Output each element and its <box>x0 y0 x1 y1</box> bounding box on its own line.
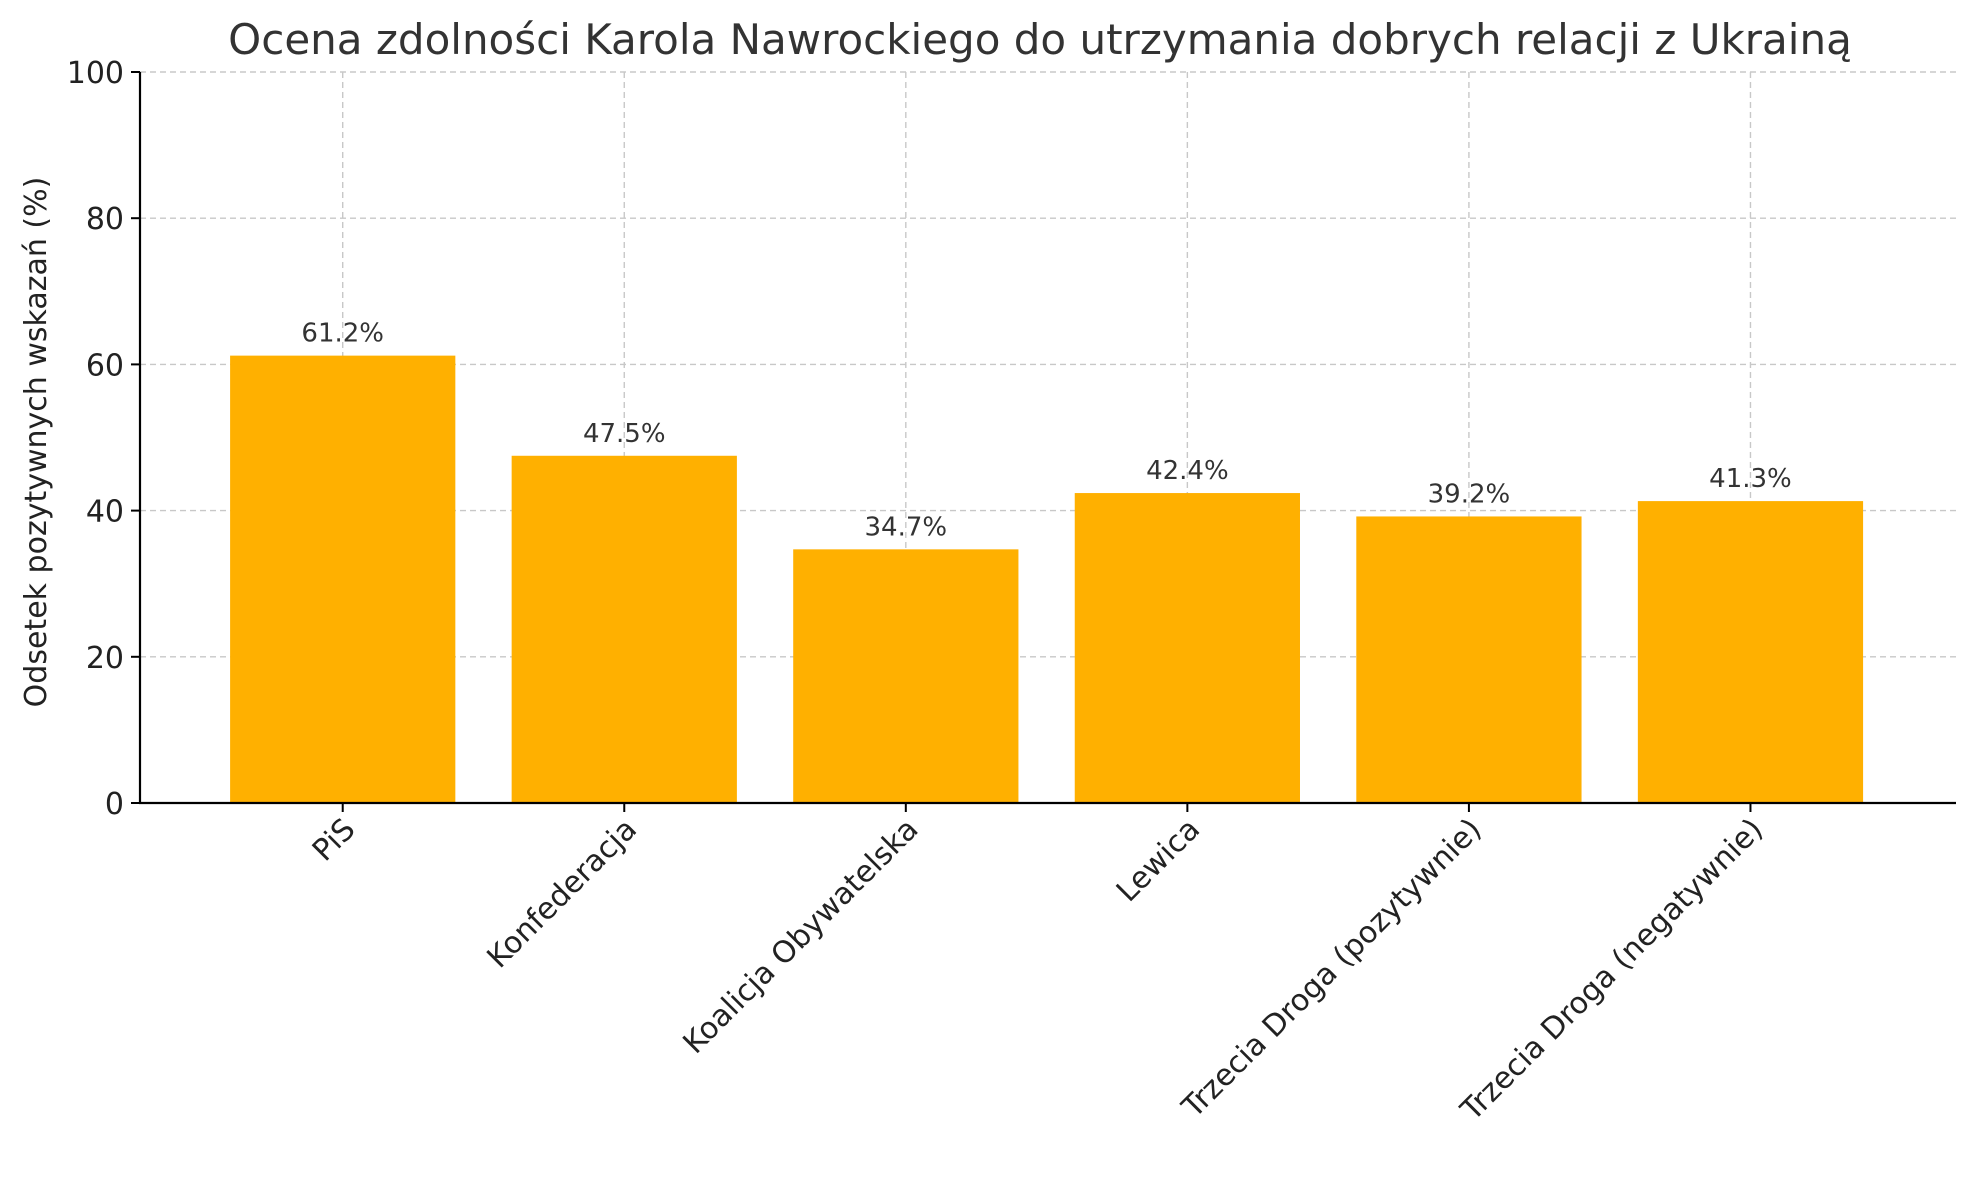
y-axis-label: Odsetek pozytywnych wskazań (%) <box>19 177 54 708</box>
data-label: 34.7% <box>865 512 948 542</box>
data-label: 41.3% <box>1709 464 1792 494</box>
x-tick-label: Lewica <box>1110 812 1207 909</box>
chart-title: Ocena zdolności Karola Nawrockiego do ut… <box>228 15 1852 64</box>
x-tick-label: Konfederacja <box>481 812 644 975</box>
data-label: 42.4% <box>1146 456 1229 486</box>
x-tick-label: Koalicja Obywatelska <box>677 812 926 1061</box>
data-label: 61.2% <box>301 319 384 349</box>
bar <box>1356 516 1582 803</box>
axes <box>138 72 1956 805</box>
y-tick-label: 40 <box>86 495 124 530</box>
y-tick-label: 100 <box>67 56 124 91</box>
y-ticks: 0 20 40 60 80 100 <box>67 56 140 822</box>
y-tick-label: 80 <box>86 202 124 237</box>
bars <box>230 355 1864 803</box>
bar <box>1637 501 1864 803</box>
y-tick-label: 20 <box>86 641 124 676</box>
x-tick-label: Trzecia Droga (negatywnie) <box>1454 812 1770 1128</box>
y-tick-label: 0 <box>105 787 124 822</box>
y-tick-label: 60 <box>86 348 124 383</box>
bar <box>230 355 456 803</box>
bar <box>1074 493 1300 803</box>
bar <box>793 549 1019 803</box>
data-label: 47.5% <box>583 419 666 449</box>
bar <box>511 455 737 803</box>
data-label: 39.2% <box>1428 479 1511 509</box>
x-tick-label: Trzecia Droga (pozytywnie) <box>1175 812 1489 1126</box>
x-ticks: PiS Konfederacja Koalicja Obywatelska Lewic… <box>306 803 1770 1128</box>
x-tick-label: PiS <box>306 812 362 868</box>
data-labels: 61.2% 47.5% 34.7% 42.4% 39.2% 41.3% <box>301 319 1791 543</box>
